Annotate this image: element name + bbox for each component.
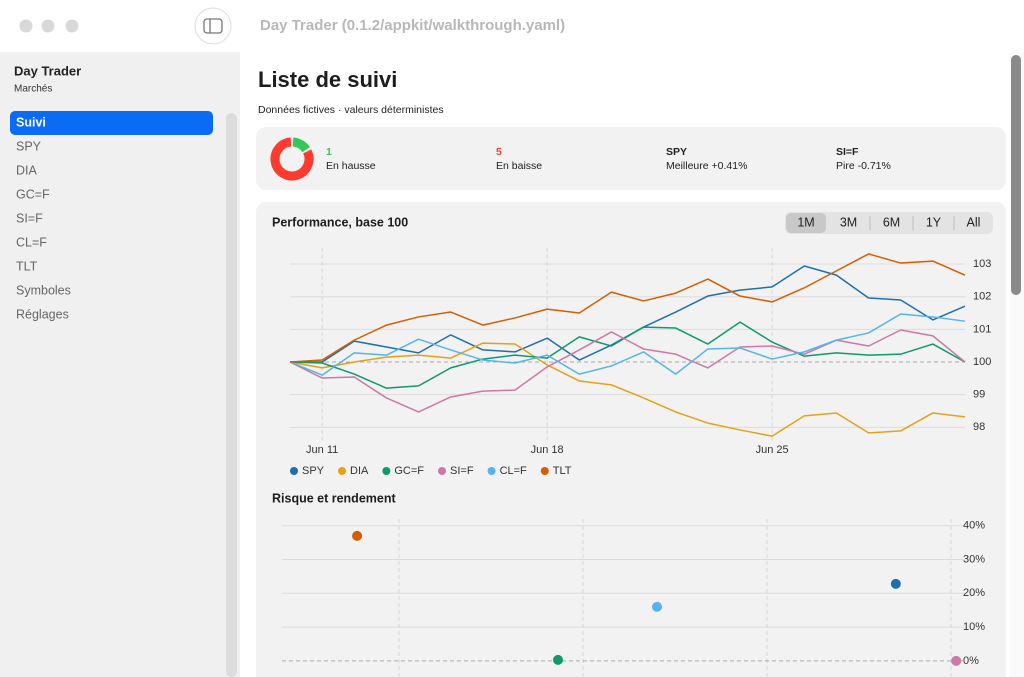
y-tick-label: 0% [963,655,979,667]
legend-label: SI=F [450,465,474,477]
x-tick-label: Jun 11 [306,444,338,456]
sidebar [0,52,240,677]
y-tick-label: 20% [963,587,985,599]
chart-title: Risque et rendement [272,491,396,505]
y-tick-label: 102 [973,291,991,303]
sidebar-item[interactable]: CL=F [16,235,47,249]
sidebar-item[interactable]: Suivi [16,115,46,129]
page-subtitle: Données fictives · valeurs déterministes [258,104,444,116]
minimize-button[interactable] [41,19,55,33]
chart-card [256,202,1006,677]
range-selected [786,213,826,233]
legend-swatch [338,467,347,475]
scatter-point [951,655,962,666]
y-tick-label: 101 [973,323,991,335]
sidebar-scrollbar[interactable] [226,113,237,677]
up-count: 1 [326,146,332,158]
sidebar-item[interactable]: GC=F [16,187,50,201]
y-tick-label: 40% [963,520,985,532]
sidebar-item[interactable]: SI=F [16,211,43,225]
y-tick-label: 99 [973,389,985,401]
best-label: Meilleure +0.41% [666,160,747,172]
y-tick-label: 98 [973,421,985,433]
x-tick-label: Jun 25 [756,444,789,456]
chart-title: Performance, base 100 [272,215,408,229]
sidebar-item[interactable]: DIA [16,163,38,177]
legend-swatch [290,467,298,475]
app-name: Day Trader [14,63,81,78]
window-title: Day Trader (0.1.2/appkit/walkthrough.yam… [260,17,565,34]
legend-label: DIA [350,465,369,477]
legend-swatch [438,467,447,475]
sidebar-item[interactable]: SPY [16,139,42,153]
series-line [289,329,966,413]
main-scroll-thumb[interactable] [1011,55,1021,295]
legend-label: SPY [302,465,325,477]
app-subtitle: Marchés [14,84,52,95]
page-title: Liste de suivi [258,67,397,92]
series-line [289,321,966,389]
y-tick-label: 103 [973,258,991,270]
series-line [289,313,966,376]
toggle-icon [203,18,223,34]
sidebar-item[interactable]: TLT [16,259,38,273]
scatter-point [651,601,662,612]
range-button[interactable]: All [967,215,981,229]
worst-label: Pire -0.71% [836,160,891,172]
y-tick-label: 30% [963,553,985,565]
down-label: En baisse [496,160,542,172]
sidebar-item[interactable]: Symboles [16,283,71,297]
sidebar-item[interactable]: Réglages [16,307,69,321]
range-button[interactable]: 1M [797,215,814,229]
sidebar-selection [10,111,213,135]
legend-swatch [540,467,549,475]
legend-label: GC=F [394,465,424,477]
range-button[interactable]: 1Y [926,215,942,229]
legend-swatch [487,467,496,475]
range-button[interactable]: 6M [883,215,900,229]
series-line [289,342,966,437]
legend-label: CL=F [500,465,527,477]
close-button[interactable] [19,19,33,33]
title-bar [0,0,1024,52]
scatter-point [552,654,563,665]
sidebar-toggle[interactable] [194,7,232,45]
toggle-circle [194,7,232,45]
donut-up [292,137,310,153]
up-label: En hausse [326,160,376,172]
scatter-point [890,578,901,589]
best-symbol: SPY [666,146,687,158]
range-control [785,212,993,234]
worst-symbol: SI=F [836,146,859,158]
legend-label: TLT [553,465,572,477]
y-tick-label: 100 [973,356,991,368]
summary-card [256,127,1006,190]
down-count: 5 [496,146,502,158]
x-tick-label: Jun 18 [531,444,564,456]
series-line [289,253,966,363]
y-tick-label: 10% [963,621,985,633]
legend-swatch [382,467,391,475]
range-button[interactable]: 3M [840,215,857,229]
donut-down [270,137,314,181]
scatter-point [352,530,363,541]
zoom-button[interactable] [65,19,79,33]
